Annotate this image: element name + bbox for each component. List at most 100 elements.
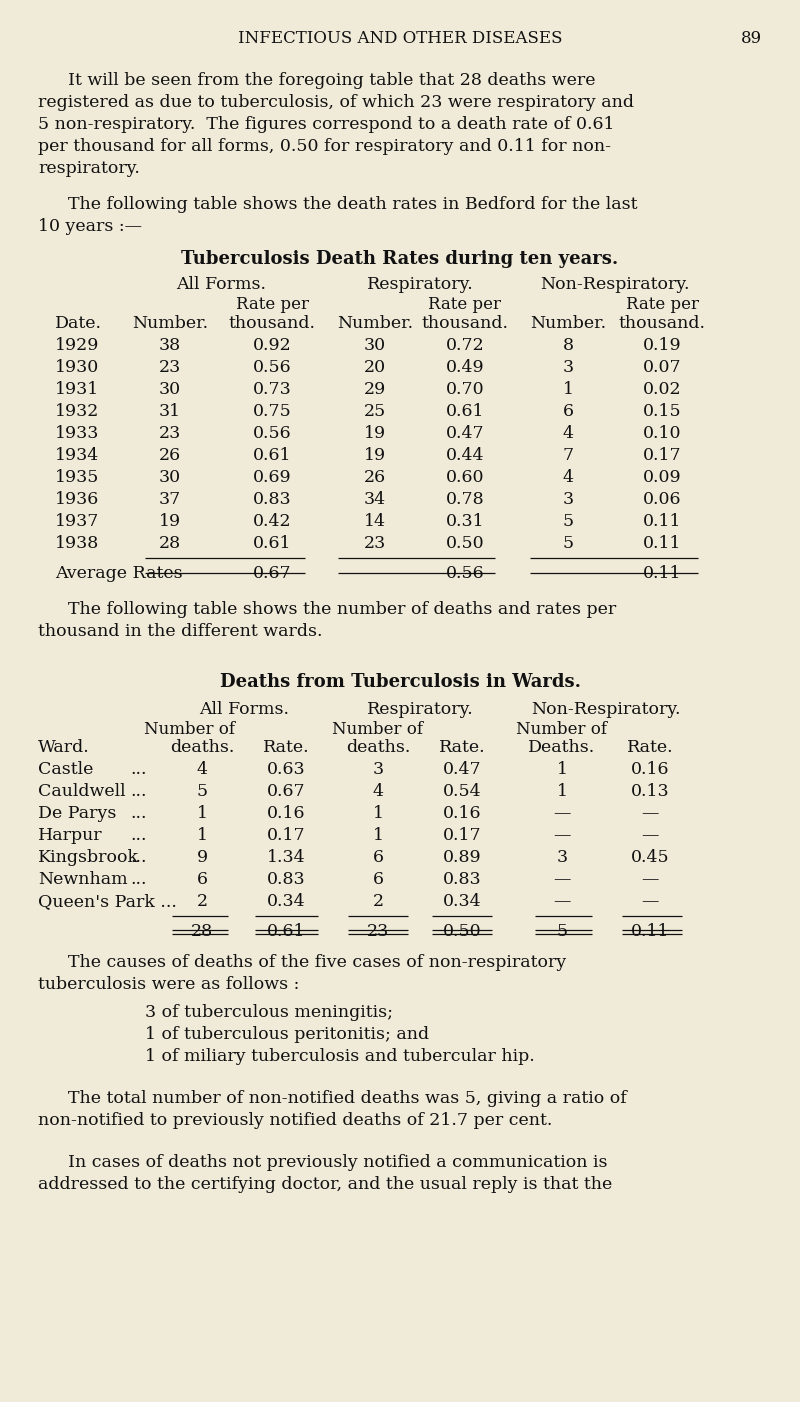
Text: 0.44: 0.44 [446, 447, 484, 464]
Text: 0.07: 0.07 [642, 359, 682, 376]
Text: 1: 1 [197, 827, 207, 844]
Text: 0.06: 0.06 [642, 491, 682, 508]
Text: thousand in the different wards.: thousand in the different wards. [38, 622, 322, 639]
Text: 6: 6 [373, 850, 383, 866]
Text: 7: 7 [562, 447, 574, 464]
Text: 0.61: 0.61 [253, 447, 291, 464]
Text: ...: ... [130, 805, 146, 822]
Text: 28: 28 [159, 536, 181, 552]
Text: —: — [642, 827, 658, 844]
Text: ...: ... [130, 761, 146, 778]
Text: 0.83: 0.83 [253, 491, 291, 508]
Text: ...: ... [130, 827, 146, 844]
Text: 1932: 1932 [55, 402, 99, 421]
Text: 2: 2 [373, 893, 383, 910]
Text: per thousand for all forms, 0.50 for respiratory and 0.11 for non-: per thousand for all forms, 0.50 for res… [38, 137, 611, 156]
Text: All Forms.: All Forms. [176, 276, 266, 293]
Text: deaths.: deaths. [346, 739, 410, 756]
Text: thousand.: thousand. [618, 315, 706, 332]
Text: —: — [554, 827, 570, 844]
Text: 5: 5 [562, 513, 574, 530]
Text: ...: ... [130, 871, 146, 887]
Text: Rate.: Rate. [438, 739, 486, 756]
Text: 19: 19 [364, 425, 386, 442]
Text: 1929: 1929 [55, 336, 99, 353]
Text: 0.34: 0.34 [442, 893, 482, 910]
Text: 0.83: 0.83 [442, 871, 482, 887]
Text: non-notified to previously notified deaths of 21.7 per cent.: non-notified to previously notified deat… [38, 1112, 552, 1129]
Text: 0.34: 0.34 [266, 893, 306, 910]
Text: 0.11: 0.11 [642, 565, 682, 582]
Text: 0.60: 0.60 [446, 470, 484, 486]
Text: Rate.: Rate. [262, 739, 310, 756]
Text: 0.17: 0.17 [266, 827, 306, 844]
Text: respiratory.: respiratory. [38, 160, 140, 177]
Text: 0.67: 0.67 [266, 782, 306, 801]
Text: 0.16: 0.16 [442, 805, 482, 822]
Text: 6: 6 [197, 871, 207, 887]
Text: 89: 89 [741, 29, 762, 48]
Text: 0.70: 0.70 [446, 381, 484, 398]
Text: It will be seen from the foregoing table that 28 deaths were: It will be seen from the foregoing table… [68, 72, 595, 88]
Text: deaths.: deaths. [170, 739, 234, 756]
Text: Queen's Park ...: Queen's Park ... [38, 893, 177, 910]
Text: 4: 4 [373, 782, 383, 801]
Text: —: — [554, 805, 570, 822]
Text: Ward.: Ward. [38, 739, 90, 756]
Text: 0.72: 0.72 [446, 336, 484, 353]
Text: registered as due to tuberculosis, of which 23 were respiratory and: registered as due to tuberculosis, of wh… [38, 94, 634, 111]
Text: Number of: Number of [333, 721, 423, 737]
Text: 1934: 1934 [55, 447, 99, 464]
Text: 0.10: 0.10 [642, 425, 682, 442]
Text: 0.11: 0.11 [642, 513, 682, 530]
Text: 0.67: 0.67 [253, 565, 291, 582]
Text: Number of: Number of [145, 721, 235, 737]
Text: Cauldwell: Cauldwell [38, 782, 126, 801]
Text: 1: 1 [557, 782, 567, 801]
Text: The following table shows the death rates in Bedford for the last: The following table shows the death rate… [68, 196, 638, 213]
Text: 3: 3 [562, 359, 574, 376]
Text: 4: 4 [197, 761, 207, 778]
Text: 5: 5 [562, 536, 574, 552]
Text: 0.83: 0.83 [266, 871, 306, 887]
Text: 6: 6 [373, 871, 383, 887]
Text: 0.63: 0.63 [266, 761, 306, 778]
Text: Number.: Number. [337, 315, 413, 332]
Text: 26: 26 [159, 447, 181, 464]
Text: 26: 26 [364, 470, 386, 486]
Text: 0.50: 0.50 [446, 536, 484, 552]
Text: De Parys: De Parys [38, 805, 116, 822]
Text: Rate per: Rate per [626, 296, 698, 313]
Text: 0.89: 0.89 [442, 850, 482, 866]
Text: Harpur: Harpur [38, 827, 102, 844]
Text: 1931: 1931 [55, 381, 99, 398]
Text: INFECTIOUS AND OTHER DISEASES: INFECTIOUS AND OTHER DISEASES [238, 29, 562, 48]
Text: 1933: 1933 [55, 425, 99, 442]
Text: 0.56: 0.56 [253, 359, 291, 376]
Text: 1: 1 [373, 805, 383, 822]
Text: 0.47: 0.47 [446, 425, 484, 442]
Text: Respiratory.: Respiratory. [366, 276, 474, 293]
Text: 30: 30 [159, 470, 181, 486]
Text: 1 of tuberculous peritonitis; and: 1 of tuberculous peritonitis; and [145, 1026, 429, 1043]
Text: 23: 23 [364, 536, 386, 552]
Text: 3: 3 [373, 761, 383, 778]
Text: 1930: 1930 [55, 359, 99, 376]
Text: 30: 30 [159, 381, 181, 398]
Text: 1: 1 [197, 805, 207, 822]
Text: 5: 5 [557, 923, 567, 939]
Text: —: — [554, 893, 570, 910]
Text: —: — [642, 871, 658, 887]
Text: 1938: 1938 [55, 536, 99, 552]
Text: 0.17: 0.17 [642, 447, 682, 464]
Text: 29: 29 [364, 381, 386, 398]
Text: thousand.: thousand. [422, 315, 509, 332]
Text: 9: 9 [197, 850, 207, 866]
Text: 37: 37 [159, 491, 181, 508]
Text: Tuberculosis Death Rates during ten years.: Tuberculosis Death Rates during ten year… [182, 250, 618, 268]
Text: 0.31: 0.31 [446, 513, 484, 530]
Text: 19: 19 [159, 513, 181, 530]
Text: 2: 2 [197, 893, 207, 910]
Text: 0.42: 0.42 [253, 513, 291, 530]
Text: —: — [642, 893, 658, 910]
